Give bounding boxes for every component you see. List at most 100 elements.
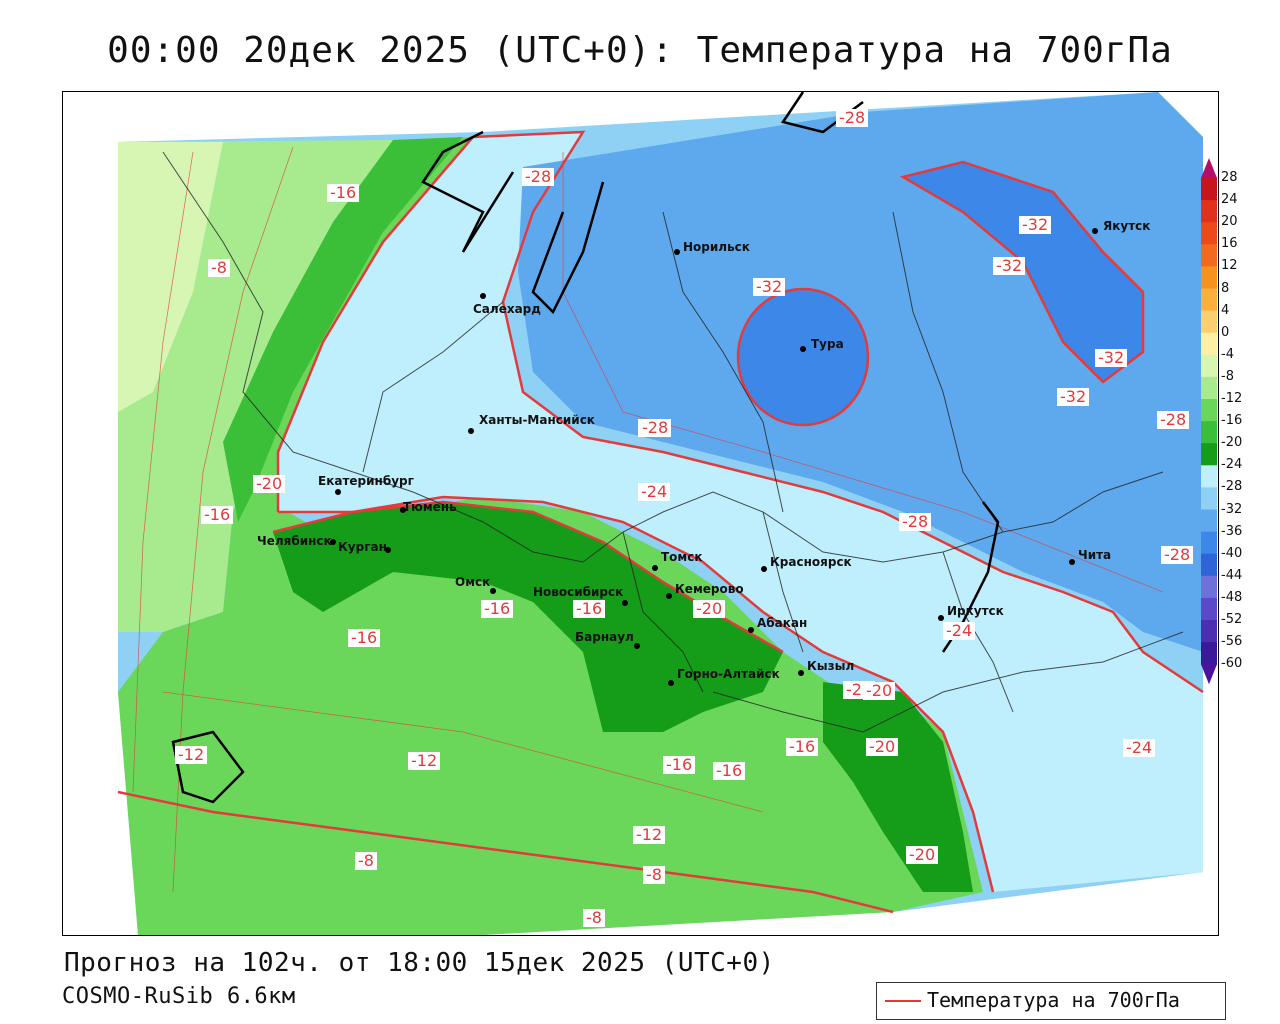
colorbar-tick-label: -12 [1221,391,1243,406]
city-label: Тура [811,337,844,351]
zone-very-light-green [118,142,223,412]
city-label: Кемерово [675,582,744,596]
colorbar-tick-label: 4 [1221,302,1230,318]
zone-dark-green-south [273,502,783,732]
colorbar [1200,158,1260,688]
city-dot [385,547,391,553]
colorbar-bottom-arrow [1201,664,1217,685]
city-dot [634,643,640,649]
isotherm-label: -20 [253,475,286,493]
colorbar-swatch [1201,575,1217,599]
isotherm-label: -12 [408,752,441,770]
city-dot [330,539,336,545]
isotherm-label: -16 [786,738,819,756]
colorbar-swatch [1201,620,1217,643]
city-dot [622,600,628,606]
colorbar-swatch [1201,399,1217,422]
city-dot [800,346,806,352]
isotherm-label: -28 [1157,411,1190,429]
city-dot [761,566,767,572]
colorbar-swatch [1201,266,1217,289]
colorbar-swatch [1201,244,1217,267]
city-label: Барнаул [575,630,634,644]
city-label: Иркутск [947,604,1004,618]
city-label: Кызыл [807,659,855,673]
city-label: Екатеринбург [318,474,414,488]
colorbar-tick-label: -32 [1221,501,1243,517]
colorbar-tick-label: 0 [1221,324,1230,340]
zone-deep-blue-tura [738,289,868,425]
city-dot [480,293,486,299]
isotherm-label: -16 [713,762,746,780]
isotherm-label: -32 [1057,388,1090,406]
isotherm-label: -16 [663,756,696,774]
colorbar-tick-label: 28 [1221,170,1238,185]
zone-dark-green-altai [823,682,973,892]
colorbar-svg [1201,158,1217,685]
city-label: Томск [661,550,703,564]
city-dot [1069,559,1075,565]
legend: Температура на 700гПа [876,982,1226,1020]
city-label: Тюмень [403,500,457,514]
colorbar-top-arrow [1201,158,1217,178]
colorbar-tick-label: 8 [1221,280,1230,296]
temperature-map[interactable]: -28 -16 -8 -28 -32 -32 -32 -32 -32 -28 -28 -24 -28 -1… [62,91,1219,936]
colorbar-tick-label: 12 [1221,258,1238,274]
colorbar-swatch [1201,200,1217,223]
isotherm-label: -32 [753,278,786,296]
colorbar-swatch [1201,509,1217,533]
isotherm-label: -32 [993,257,1026,275]
city-label: Салехард [473,302,541,316]
isotherm-label: -28 [522,168,555,186]
colorbar-tick-label: -52 [1221,612,1243,627]
colorbar-tick-label: -4 [1221,346,1234,362]
city-label: Норильск [683,240,750,254]
isotherm-label: -8 [643,866,665,884]
city-label: Абакан [757,616,808,630]
isotherm-label: -20 [906,846,939,864]
city-label: Горно-Алтайск [677,667,780,681]
colorbar-swatch [1201,443,1217,466]
colorbar-tick-label: -56 [1221,634,1243,650]
city-label: Красноярск [770,555,852,569]
city-dot [938,615,944,621]
colorbar-tick-label: -16 [1221,413,1243,429]
isotherm-label: -20 [693,600,726,618]
isotherm-label: -28 [639,419,672,437]
city-label: Чита [1078,548,1112,562]
colorbar-tick-label: -40 [1221,545,1243,561]
zone-green-west-band [223,137,463,522]
colorbar-tick-label: -36 [1221,523,1243,539]
colorbar-tick-label: -24 [1221,457,1243,473]
city-dot [652,565,658,571]
city-dot [400,507,406,513]
isotherm-label: -20 [863,682,896,700]
isotherm-label: -16 [573,600,606,618]
isotherm-label: -20 [866,738,899,756]
isotherm-label: -16 [348,629,381,647]
city-label: Челябинск [257,534,332,548]
city-dot [666,593,672,599]
colorbar-swatch [1201,465,1217,488]
isotherm-label: -32 [1019,216,1052,234]
isotherm-label: -12 [633,826,666,844]
colorbar-swatch [1201,332,1217,356]
colorbar-tick-label: -60 [1221,656,1243,672]
isotherm-label: -28 [1161,546,1194,564]
isotherm-label: -16 [481,600,514,618]
colorbar-swatch [1201,531,1217,555]
colorbar-swatch [1201,597,1217,621]
colorbar-swatch [1201,487,1217,510]
city-dot [468,428,474,434]
colorbar-swatch [1201,376,1217,400]
city-label: Якутск [1103,219,1151,233]
isotherm-label: -24 [638,483,671,501]
colorbar-tick-label: -48 [1221,589,1243,605]
forecast-info: Прогноз на 102ч. от 18:00 15дек 2025 (UT… [64,948,775,978]
chart-title: 00:00 20дек 2025 (UTC+0): Температура на… [107,30,1173,71]
colorbar-tick-label: 20 [1221,214,1238,230]
city-dot [1092,228,1098,234]
isotherm-label: -24 [943,622,976,640]
city-dot [668,680,674,686]
colorbar-swatch [1201,421,1217,444]
